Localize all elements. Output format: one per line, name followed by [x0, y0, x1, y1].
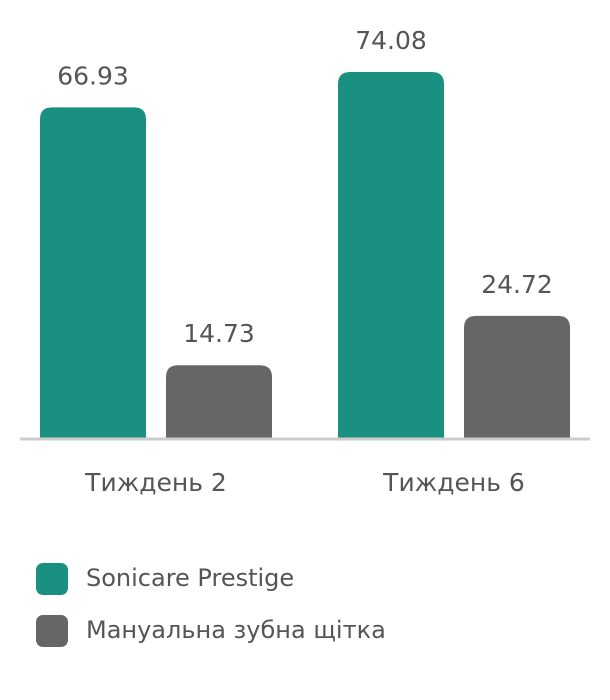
value-label: 14.73 — [183, 319, 255, 348]
legend-label: Sonicare Prestige — [86, 564, 294, 592]
value-label: 74.08 — [355, 26, 427, 55]
bar — [40, 107, 146, 439]
bar — [464, 315, 570, 438]
value-label: 66.93 — [57, 61, 129, 90]
value-label: 24.72 — [481, 270, 553, 299]
bar — [338, 72, 444, 438]
legend-label: Мануальна зубна щітка — [86, 616, 386, 644]
bar — [166, 365, 272, 438]
x-tick-label: Тиждень 6 — [382, 468, 525, 497]
legend-swatch — [36, 563, 68, 595]
legend-swatch — [36, 615, 68, 647]
x-tick-label: Тиждень 2 — [84, 468, 227, 497]
